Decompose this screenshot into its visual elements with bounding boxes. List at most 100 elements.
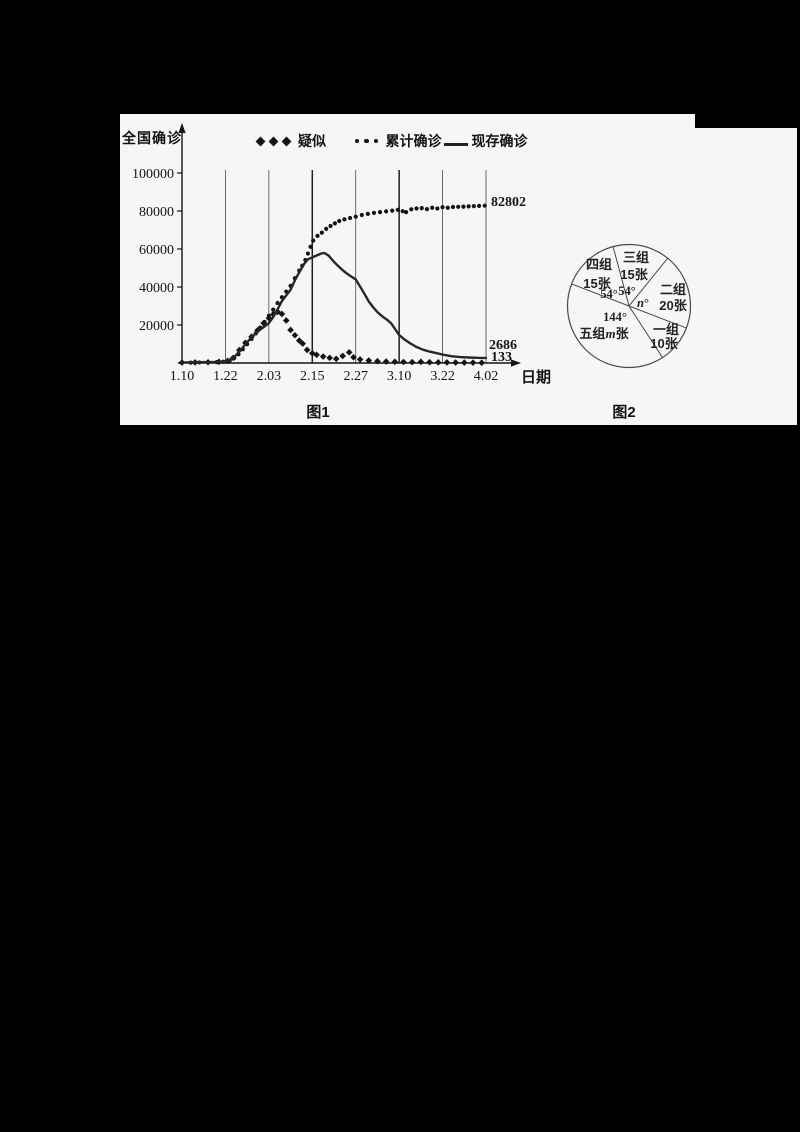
y-tick-label: 100000 [132,167,174,182]
series-cumulative-dot [377,210,383,215]
series-suspected-diamond [374,357,381,365]
series-cumulative-dot [371,210,377,215]
series-suspected-diamond [326,354,333,362]
series-cumulative-dot [359,212,364,218]
series-suspected-diamond [417,358,425,366]
y-axis-title: 全国确诊 [122,130,182,146]
series-suspected-diamond [391,358,399,366]
dot-marker-icon [352,138,381,144]
diamond-marker-icon [254,136,293,146]
legend-item-cumulative: 累计确诊 [352,131,442,151]
x-axis-title: 日期 [521,369,552,386]
x-tick-label: 2.15 [300,369,325,384]
series-cumulative-dot [409,207,414,212]
figure2-caption: 图2 [612,404,636,421]
series-suspected-diamond [265,314,273,322]
pie-label-四组: 四组 [586,257,612,272]
series-suspected-diamond [356,356,364,363]
series-cumulative-dot [482,203,487,208]
pie-radius-五组 [571,283,630,307]
pie-label-三组: 三组 [623,250,649,265]
pie-label-二组: 二组 [660,282,686,297]
pie-radius-二组 [628,305,687,329]
legend-label-cumulative: 累计确诊 [385,133,442,149]
pie-label-五组: 五组m张 [579,326,629,341]
pie-angle-四组: 54° [600,287,618,301]
series-cumulative-dot [308,244,313,249]
series-cumulative-dot [390,208,395,213]
legend-item-suspected: 疑似 [254,131,326,151]
x-tick-label: 2.03 [257,369,282,384]
series-cumulative-dot [266,313,271,318]
series-suspected-diamond [460,359,468,366]
pie-count-二组: 20张 [659,298,687,313]
series-cumulative-dot [400,209,405,214]
series-cumulative-dot [305,251,311,256]
x-tick-label: 2.27 [343,369,368,384]
x-axis-arrow-icon [511,359,521,367]
series-suspected-diamond [282,317,290,324]
series-cumulative-dot [445,205,450,210]
series-cumulative-dot [311,238,316,243]
series-suspected-diamond [434,359,442,366]
series-cumulative-dot [471,204,476,209]
series-cumulative-dot [456,204,461,209]
pie-radius-一组 [628,305,663,358]
legend-label-suspected: 疑似 [298,133,326,149]
x-tick-label: 4.02 [474,369,499,384]
top-right-black-notch [695,114,800,128]
series-cumulative-dot [424,207,430,212]
series-cumulative-dot [430,205,435,210]
series-cumulative-dot [440,205,445,210]
y-tick-label: 60000 [139,243,174,258]
series-suspected-diamond [452,359,459,366]
series-suspected-diamond [291,331,299,339]
legend-item-existing: 现存确诊 [442,131,528,151]
figure1-caption: 图1 [306,404,330,421]
series-suspected-diamond [295,337,303,344]
series-cumulative-dot [271,307,276,312]
series-cumulative-dot [466,204,471,209]
pie-radius-四组 [612,246,630,307]
series-suspected-diamond [299,340,307,347]
line-marker-icon [443,142,468,146]
figure1-chart: 20000 40000 60000 80000 100000 1.10 1.22 2.03 2.… [132,123,521,384]
series-cumulative-dot [461,204,466,209]
series-suspected-diamond [382,358,390,365]
x-tick-label: 1.10 [170,369,195,384]
pie-count-三组: 15张 [620,267,648,282]
series-suspected-diamond [350,354,357,361]
pie-radius-三组 [628,257,669,307]
series-cumulative-dot [328,223,333,229]
pie-angle-五组: 144° [603,310,627,324]
x-tick-label: 3.10 [387,369,412,384]
series-cumulative-dot [262,319,267,325]
series-cumulative-dot [403,210,409,215]
end-label-existing: 2686 [489,338,517,353]
series-suspected-diamond [408,358,416,366]
series-cumulative-dot [365,211,370,216]
y-axis-arrow-icon [178,123,186,133]
end-label-cumulative: 82802 [491,195,526,210]
pie-circle [566,243,692,369]
series-cumulative-dot [395,207,400,212]
series-cumulative-dot [435,206,440,211]
pie-angle-三组: 54° [618,284,636,298]
y-tick-label: 80000 [139,205,174,220]
pie-count-四组: 15张 [583,276,611,291]
series-suspected-diamond [332,355,340,363]
series-cumulative-dot [384,209,389,214]
series-cumulative-dot [337,218,342,224]
series-cumulative-dot [347,215,353,221]
pie-label-一组: 一组 [653,322,679,337]
legend-label-existing: 现存确诊 [471,133,528,149]
x-tick-label: 1.22 [213,369,238,384]
series-cumulative-dot [450,204,456,210]
series-suspected-diamond [365,357,373,364]
series-cumulative-dot [315,233,320,238]
series-suspected-diamond [469,359,477,366]
y-tick-label: 40000 [139,281,174,296]
x-tick-label: 3.22 [430,369,455,384]
